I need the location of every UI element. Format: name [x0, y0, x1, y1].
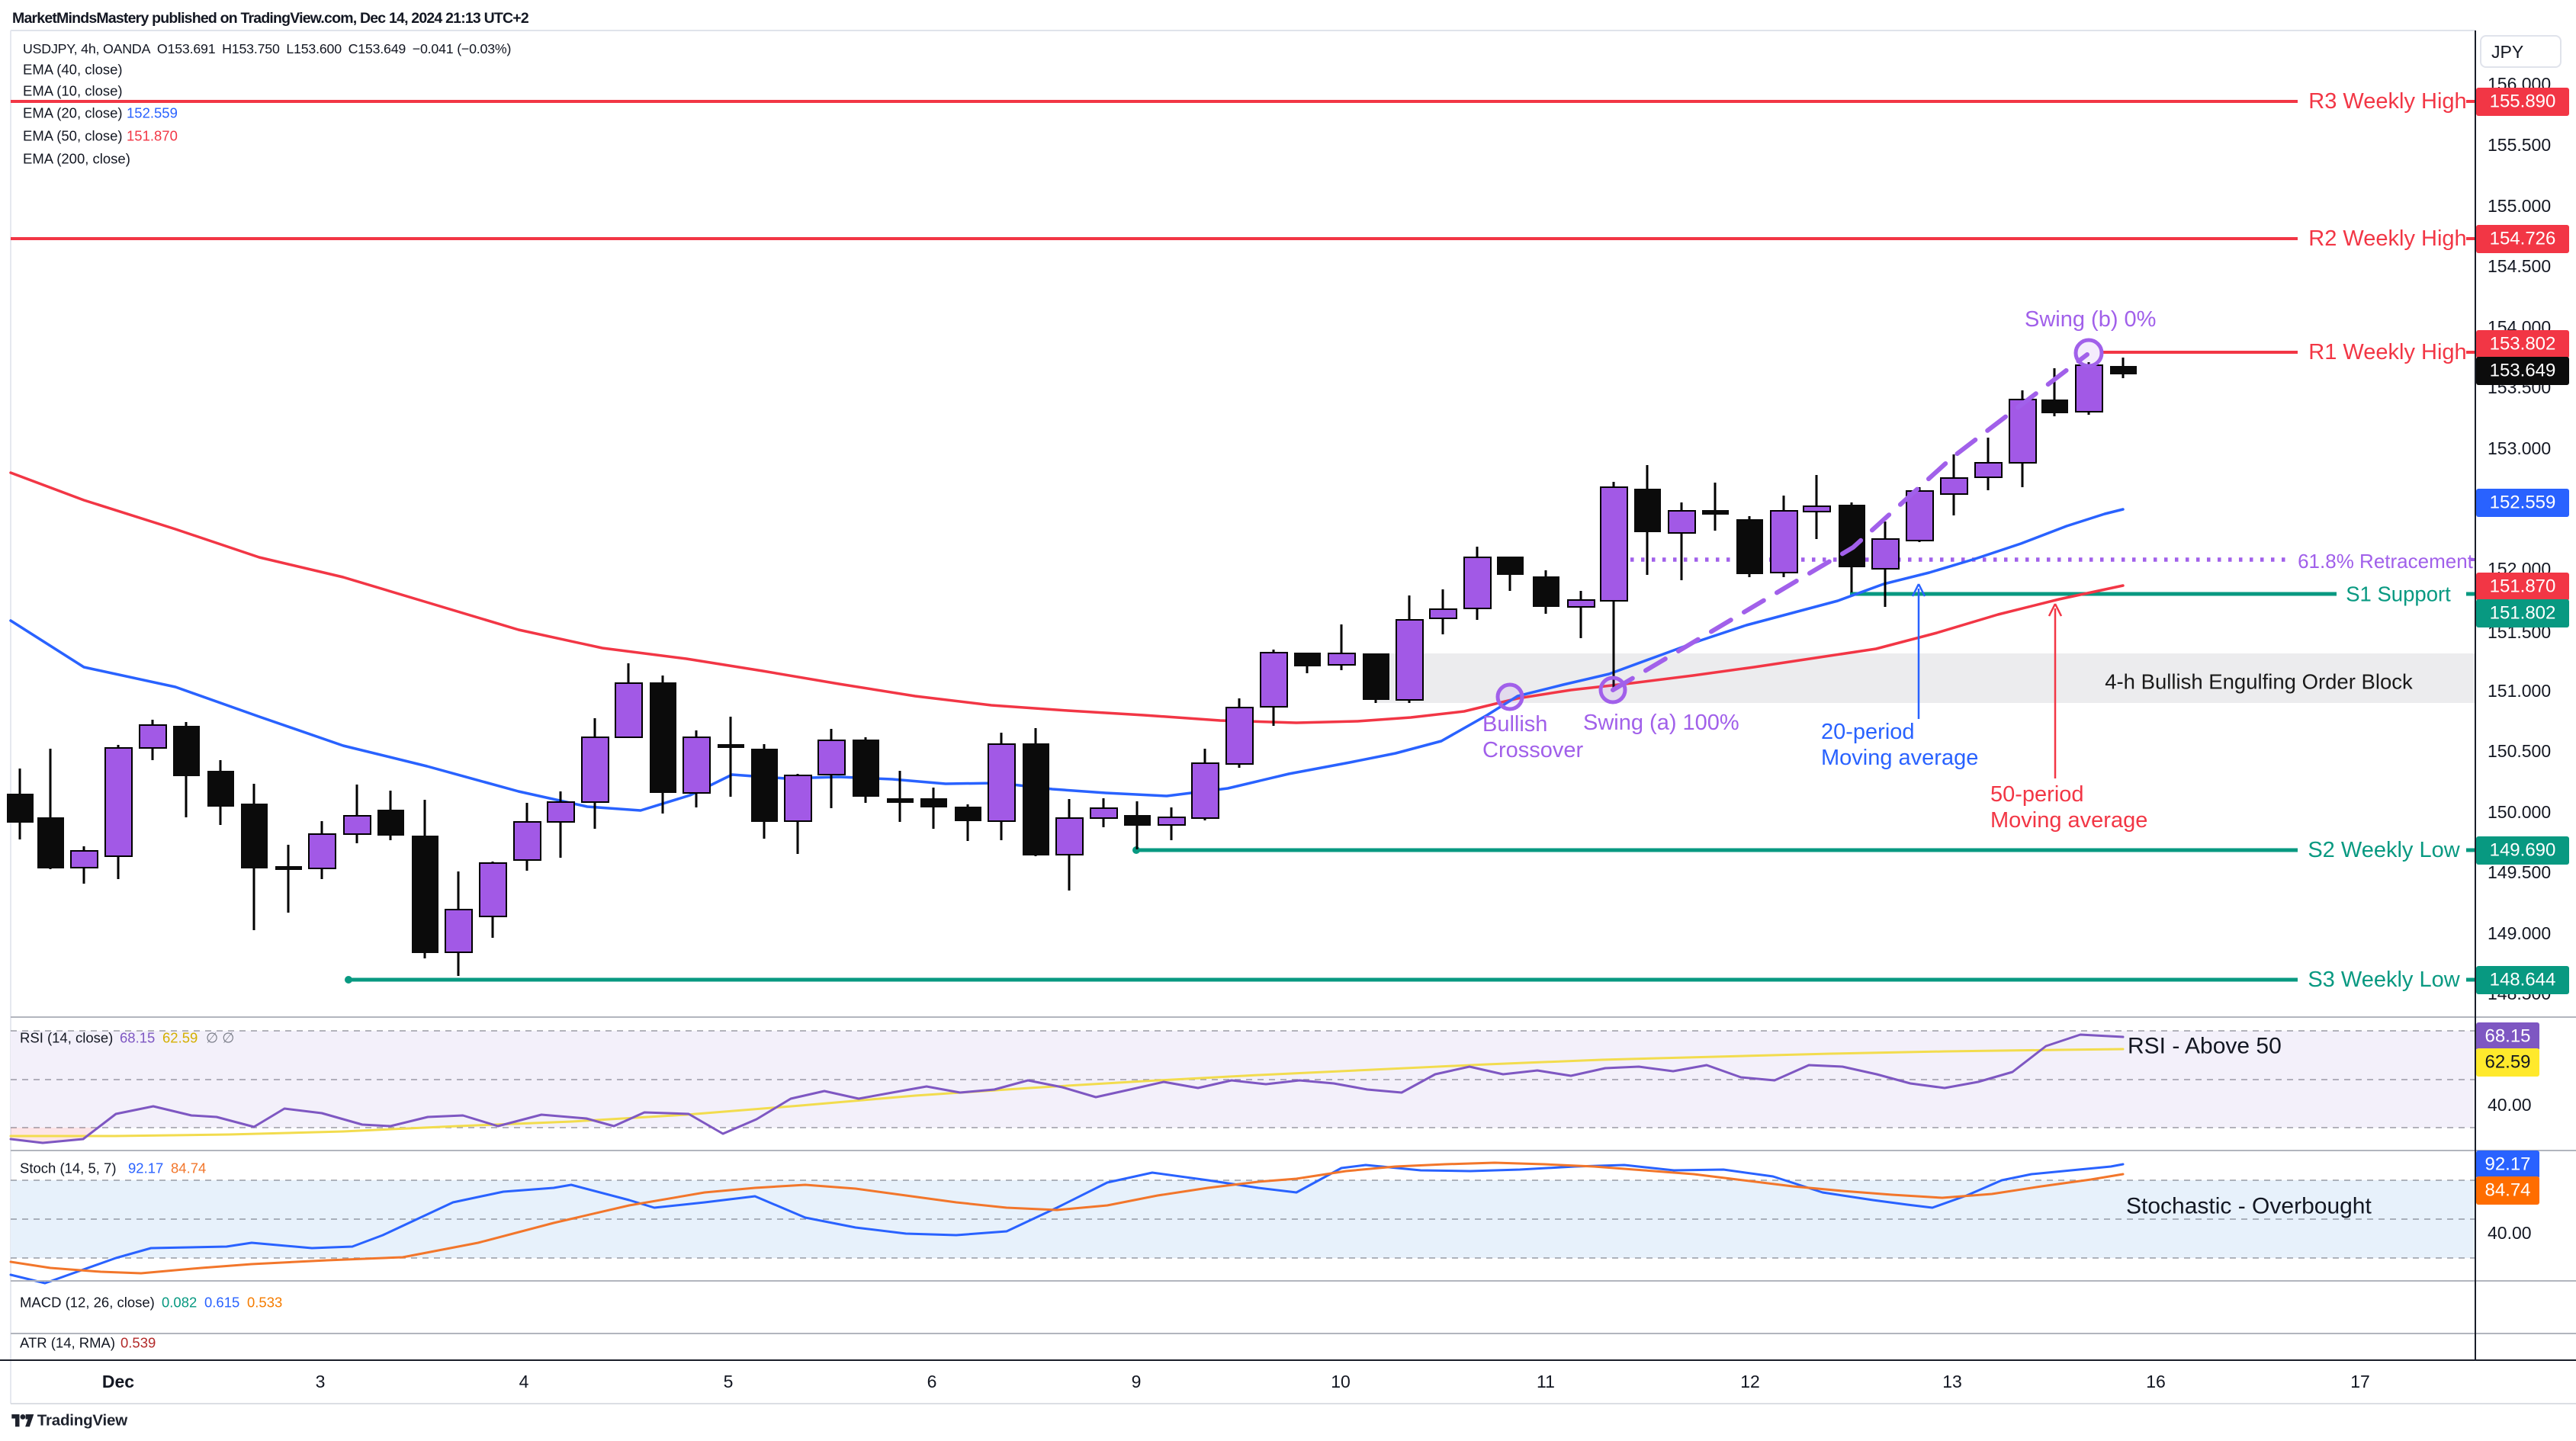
svg-text:0.615: 0.615: [204, 1295, 239, 1311]
svg-text:EMA (10, close): EMA (10, close): [23, 83, 123, 99]
svg-text:5: 5: [724, 1372, 734, 1391]
svg-text:4: 4: [519, 1372, 529, 1391]
svg-text:TradingView: TradingView: [37, 1412, 127, 1430]
svg-text:92.17: 92.17: [128, 1160, 163, 1176]
svg-text:40.00: 40.00: [2488, 1095, 2532, 1115]
svg-text:USDJPY, 4h, OANDA O153.691 H15: USDJPY, 4h, OANDA O153.691 H153.750 L153…: [23, 41, 511, 56]
svg-text:152.559: 152.559: [127, 105, 178, 121]
svg-text:84.74: 84.74: [171, 1160, 206, 1176]
svg-text:Stoch (14, 5, 7): Stoch (14, 5, 7): [20, 1160, 116, 1176]
svg-text:62.59: 62.59: [162, 1030, 198, 1046]
svg-text:12: 12: [1740, 1372, 1760, 1391]
svg-text:84.74: 84.74: [2484, 1180, 2530, 1201]
svg-text:150.000: 150.000: [2488, 802, 2551, 822]
svg-text:151.802: 151.802: [2490, 603, 2556, 624]
svg-text:∅ ∅: ∅ ∅: [206, 1030, 234, 1046]
svg-text:EMA (40, close): EMA (40, close): [23, 62, 123, 78]
svg-text:61.8% Retracement: 61.8% Retracement: [2298, 550, 2474, 573]
svg-text:EMA (200, close): EMA (200, close): [23, 151, 130, 167]
svg-text:ATR (14, RMA): ATR (14, RMA): [20, 1335, 115, 1351]
svg-text:Swing (b) 0%: Swing (b) 0%: [2025, 307, 2156, 332]
svg-text:6: 6: [927, 1372, 937, 1391]
svg-text:152.559: 152.559: [2490, 493, 2556, 513]
svg-text:62.59: 62.59: [2484, 1052, 2530, 1073]
svg-text:S2 Weekly Low: S2 Weekly Low: [2308, 838, 2460, 862]
svg-text:151.870: 151.870: [127, 128, 178, 144]
svg-text:154.726: 154.726: [2490, 229, 2556, 249]
svg-text:RSI - Above 50: RSI - Above 50: [2128, 1034, 2282, 1059]
svg-text:Dec: Dec: [102, 1372, 134, 1391]
svg-text:R3 Weekly High: R3 Weekly High: [2308, 89, 2466, 114]
svg-text:JPY: JPY: [2491, 42, 2523, 62]
svg-text:68.15: 68.15: [2484, 1026, 2530, 1047]
svg-text:Bullish: Bullish: [1482, 712, 1547, 737]
svg-text:11: 11: [1537, 1372, 1555, 1391]
svg-text:3: 3: [316, 1372, 326, 1391]
svg-text:9: 9: [1132, 1372, 1142, 1391]
svg-text:149.000: 149.000: [2488, 923, 2551, 943]
svg-text:MACD (12, 26, close): MACD (12, 26, close): [20, 1295, 155, 1311]
svg-text:EMA (20, close): EMA (20, close): [23, 105, 123, 121]
svg-text:149.690: 149.690: [2490, 840, 2556, 861]
svg-text:155.890: 155.890: [2490, 91, 2556, 112]
svg-text:153.802: 153.802: [2490, 334, 2556, 355]
svg-text:R1 Weekly High: R1 Weekly High: [2308, 340, 2466, 364]
svg-text:Crossover: Crossover: [1482, 738, 1583, 762]
svg-text:R2 Weekly High: R2 Weekly High: [2308, 226, 2466, 251]
svg-text:155.000: 155.000: [2488, 196, 2551, 216]
svg-text:153.649: 153.649: [2490, 361, 2556, 381]
svg-text:4-h Bullish Engulfing Order Bl: 4-h Bullish Engulfing Order Block: [2105, 670, 2413, 694]
svg-text:S1 Support: S1 Support: [2346, 582, 2451, 606]
svg-text:Stochastic - Overbought: Stochastic - Overbought: [2126, 1194, 2372, 1219]
svg-text:40.00: 40.00: [2488, 1223, 2532, 1243]
svg-text:17: 17: [2350, 1372, 2370, 1391]
svg-text:68.15: 68.15: [120, 1030, 155, 1046]
svg-text:S3 Weekly Low: S3 Weekly Low: [2308, 968, 2460, 992]
svg-text:150.500: 150.500: [2488, 741, 2551, 761]
svg-text:MarketMindsMastery published o: MarketMindsMastery published on TradingV…: [12, 10, 529, 27]
svg-text:151.870: 151.870: [2490, 576, 2556, 597]
svg-text:10: 10: [1331, 1372, 1351, 1391]
svg-text:50-period: 50-period: [1990, 782, 2084, 807]
svg-text:151.000: 151.000: [2488, 681, 2551, 701]
svg-text:Swing (a) 100%: Swing (a) 100%: [1583, 711, 1739, 735]
svg-text:Moving average: Moving average: [1990, 808, 2147, 833]
svg-text:16: 16: [2146, 1372, 2166, 1391]
svg-text:154.500: 154.500: [2488, 256, 2551, 276]
svg-text:0.082: 0.082: [162, 1295, 197, 1311]
svg-text:20-period: 20-period: [1821, 720, 1915, 744]
svg-text:0.533: 0.533: [247, 1295, 282, 1311]
svg-text:13: 13: [1942, 1372, 1962, 1391]
svg-text:153.000: 153.000: [2488, 438, 2551, 458]
svg-text:EMA (50, close): EMA (50, close): [23, 128, 123, 144]
svg-text:92.17: 92.17: [2484, 1154, 2530, 1175]
svg-text:155.500: 155.500: [2488, 135, 2551, 155]
svg-text:Moving average: Moving average: [1821, 746, 1978, 770]
svg-text:0.539: 0.539: [120, 1335, 156, 1351]
svg-text:RSI (14, close): RSI (14, close): [20, 1030, 113, 1046]
svg-text:148.644: 148.644: [2490, 970, 2556, 990]
svg-text:149.500: 149.500: [2488, 862, 2551, 882]
